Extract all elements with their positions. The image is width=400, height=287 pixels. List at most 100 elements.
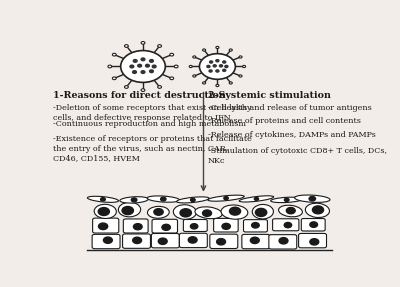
Circle shape xyxy=(239,56,242,58)
Circle shape xyxy=(210,61,213,63)
FancyBboxPatch shape xyxy=(123,219,148,233)
Circle shape xyxy=(158,45,162,47)
Circle shape xyxy=(213,65,216,67)
Circle shape xyxy=(230,207,240,215)
Ellipse shape xyxy=(118,202,141,217)
FancyBboxPatch shape xyxy=(93,218,119,233)
Ellipse shape xyxy=(94,204,116,218)
Circle shape xyxy=(170,77,174,80)
Circle shape xyxy=(202,49,206,51)
Circle shape xyxy=(216,70,219,72)
Circle shape xyxy=(222,223,230,229)
Circle shape xyxy=(170,53,174,56)
Ellipse shape xyxy=(239,196,274,202)
Text: 1-Reasons for direct destruction: 1-Reasons for direct destruction xyxy=(53,91,226,100)
Circle shape xyxy=(133,237,142,243)
Circle shape xyxy=(141,71,145,73)
Ellipse shape xyxy=(294,195,330,202)
Circle shape xyxy=(216,46,219,49)
Circle shape xyxy=(202,82,206,84)
Circle shape xyxy=(133,71,136,73)
Circle shape xyxy=(98,208,109,216)
Circle shape xyxy=(229,49,232,51)
Circle shape xyxy=(124,86,128,88)
FancyBboxPatch shape xyxy=(242,234,270,249)
Text: -Continuous reproduction and high metabolism: -Continuous reproduction and high metabo… xyxy=(53,119,246,127)
FancyBboxPatch shape xyxy=(244,220,268,232)
Circle shape xyxy=(223,61,226,63)
Circle shape xyxy=(112,77,116,80)
Circle shape xyxy=(141,42,145,44)
Circle shape xyxy=(239,75,242,77)
Circle shape xyxy=(162,224,170,230)
Text: -Deletion of some receptors that exist on healthy
cells, and defective response : -Deletion of some receptors that exist o… xyxy=(53,104,252,122)
Ellipse shape xyxy=(177,197,209,203)
Circle shape xyxy=(254,197,258,200)
FancyBboxPatch shape xyxy=(92,234,120,249)
Circle shape xyxy=(158,238,167,245)
Circle shape xyxy=(224,197,228,200)
Circle shape xyxy=(100,198,105,201)
FancyBboxPatch shape xyxy=(183,220,207,232)
FancyBboxPatch shape xyxy=(214,218,238,232)
FancyBboxPatch shape xyxy=(273,219,299,231)
Text: -Existence of receptors or proteins that facilitate
the entry of the virus, such: -Existence of receptors or proteins that… xyxy=(53,135,252,163)
Circle shape xyxy=(150,70,153,73)
Circle shape xyxy=(225,65,228,67)
Circle shape xyxy=(312,206,324,214)
Circle shape xyxy=(130,65,134,68)
FancyBboxPatch shape xyxy=(151,234,179,248)
Ellipse shape xyxy=(208,195,244,201)
Ellipse shape xyxy=(252,204,274,219)
Circle shape xyxy=(131,198,137,202)
Circle shape xyxy=(220,65,222,67)
Circle shape xyxy=(284,198,289,201)
Circle shape xyxy=(250,237,259,244)
Circle shape xyxy=(286,208,295,214)
FancyBboxPatch shape xyxy=(122,234,150,248)
Circle shape xyxy=(141,89,145,92)
Circle shape xyxy=(141,58,145,61)
FancyBboxPatch shape xyxy=(180,233,207,248)
Circle shape xyxy=(112,53,116,56)
Circle shape xyxy=(279,238,288,244)
Ellipse shape xyxy=(88,196,118,202)
Ellipse shape xyxy=(195,207,222,219)
FancyBboxPatch shape xyxy=(269,235,297,249)
Circle shape xyxy=(124,45,128,47)
FancyBboxPatch shape xyxy=(210,234,238,249)
Circle shape xyxy=(190,198,195,201)
Circle shape xyxy=(133,60,137,62)
Circle shape xyxy=(174,65,178,68)
Circle shape xyxy=(121,51,165,82)
FancyBboxPatch shape xyxy=(152,219,178,233)
Circle shape xyxy=(138,64,142,67)
Circle shape xyxy=(229,82,232,84)
Circle shape xyxy=(284,222,292,228)
Circle shape xyxy=(154,209,163,215)
Circle shape xyxy=(242,65,246,67)
Circle shape xyxy=(98,223,108,230)
Circle shape xyxy=(310,222,318,227)
Circle shape xyxy=(310,239,319,245)
Ellipse shape xyxy=(221,205,248,219)
FancyBboxPatch shape xyxy=(299,233,326,248)
Ellipse shape xyxy=(271,197,303,203)
Circle shape xyxy=(134,224,142,230)
Ellipse shape xyxy=(147,196,180,202)
FancyBboxPatch shape xyxy=(301,218,325,231)
Ellipse shape xyxy=(173,205,196,219)
Circle shape xyxy=(252,223,259,228)
Circle shape xyxy=(122,206,134,215)
Circle shape xyxy=(150,60,153,62)
Text: 2-Systemic stimulation: 2-Systemic stimulation xyxy=(208,91,331,100)
Ellipse shape xyxy=(305,203,330,218)
Circle shape xyxy=(200,54,235,79)
Circle shape xyxy=(146,64,149,67)
Ellipse shape xyxy=(148,206,169,218)
Circle shape xyxy=(104,237,112,243)
Circle shape xyxy=(216,84,219,87)
Circle shape xyxy=(152,65,156,68)
Circle shape xyxy=(255,208,267,216)
Circle shape xyxy=(108,65,112,68)
